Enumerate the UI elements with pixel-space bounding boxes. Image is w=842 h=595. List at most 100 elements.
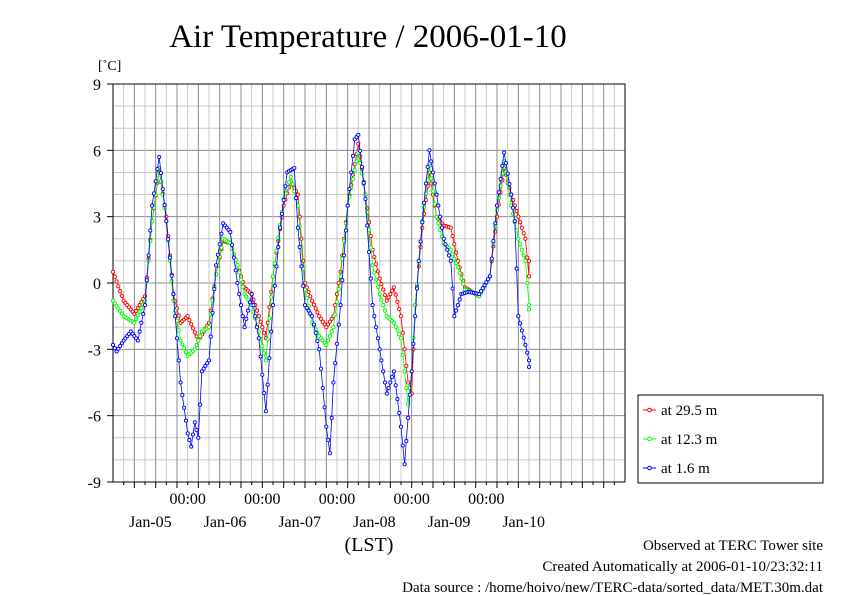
data-point bbox=[446, 253, 452, 258]
data-point bbox=[242, 325, 247, 330]
data-point bbox=[457, 297, 462, 302]
data-point bbox=[438, 214, 443, 219]
data-point bbox=[212, 287, 217, 292]
x-date-label: Jan-05 bbox=[129, 514, 172, 531]
data-point bbox=[516, 314, 521, 319]
data-point bbox=[190, 326, 196, 331]
data-point bbox=[304, 295, 309, 300]
data-point bbox=[183, 350, 188, 355]
data-point bbox=[214, 263, 219, 268]
data-point bbox=[434, 214, 439, 219]
data-point bbox=[308, 311, 313, 316]
data-point bbox=[493, 221, 498, 226]
legend-label: at 12.3 m bbox=[661, 432, 718, 448]
data-point bbox=[247, 300, 252, 305]
data-point bbox=[486, 277, 491, 282]
data-point bbox=[375, 284, 380, 289]
data-point bbox=[340, 278, 345, 283]
data-point bbox=[244, 316, 249, 321]
data-point bbox=[512, 219, 517, 224]
data-point bbox=[404, 439, 409, 444]
data-point bbox=[318, 366, 324, 371]
data-point bbox=[386, 385, 391, 391]
data-point bbox=[436, 203, 441, 208]
data-point bbox=[244, 294, 249, 299]
data-point bbox=[327, 334, 332, 339]
data-point bbox=[238, 277, 244, 282]
data-point bbox=[258, 354, 263, 359]
data-point bbox=[201, 366, 206, 371]
data-point bbox=[317, 347, 322, 352]
data-point bbox=[295, 192, 300, 197]
data-point bbox=[391, 285, 396, 290]
data-point bbox=[365, 223, 370, 228]
data-point bbox=[331, 325, 336, 330]
data-point bbox=[254, 308, 260, 313]
data-point bbox=[519, 225, 524, 230]
data-point bbox=[157, 154, 162, 160]
data-point bbox=[238, 303, 244, 308]
data-point bbox=[381, 287, 386, 292]
x-date-label: Jan-07 bbox=[278, 514, 321, 531]
data-point bbox=[256, 336, 261, 341]
data-point bbox=[180, 342, 185, 347]
data-point bbox=[196, 338, 201, 343]
data-point bbox=[523, 258, 528, 263]
data-point bbox=[454, 261, 459, 266]
data-point bbox=[310, 298, 315, 303]
data-point bbox=[333, 312, 338, 317]
legend-swatch-marker bbox=[647, 407, 652, 413]
data-point bbox=[482, 283, 487, 288]
grid-lines bbox=[113, 84, 625, 482]
data-point bbox=[187, 437, 192, 443]
y-tick-label: 0 bbox=[93, 276, 101, 293]
data-point bbox=[327, 451, 332, 456]
data-point bbox=[235, 280, 240, 286]
data-point bbox=[233, 268, 238, 273]
data-point bbox=[281, 198, 286, 203]
x-time-label: 00:00 bbox=[244, 491, 280, 508]
data-point bbox=[398, 336, 404, 341]
data-point bbox=[374, 277, 379, 282]
data-point bbox=[310, 314, 315, 319]
data-point bbox=[198, 334, 203, 339]
data-point bbox=[251, 303, 256, 308]
data-point bbox=[397, 332, 402, 337]
data-point bbox=[283, 184, 288, 189]
data-point bbox=[324, 325, 329, 330]
data-point bbox=[400, 443, 405, 448]
data-point bbox=[315, 310, 320, 315]
data-point bbox=[384, 298, 389, 303]
y-tick-label: -6 bbox=[88, 409, 101, 426]
series-line bbox=[112, 143, 530, 394]
data-point bbox=[331, 380, 336, 385]
y-tick-label: -9 bbox=[88, 475, 101, 492]
data-point bbox=[253, 314, 258, 319]
data-point bbox=[518, 242, 523, 247]
data-point bbox=[269, 329, 274, 334]
data-point bbox=[496, 190, 501, 195]
data-point bbox=[317, 314, 322, 319]
data-point bbox=[326, 338, 331, 343]
data-point bbox=[203, 363, 208, 368]
data-point bbox=[320, 385, 325, 391]
data-point bbox=[139, 320, 144, 325]
data-point bbox=[174, 336, 180, 341]
data-point bbox=[262, 330, 267, 335]
data-point bbox=[116, 346, 121, 351]
data-point bbox=[134, 317, 139, 322]
data-point bbox=[135, 338, 140, 343]
data-point bbox=[112, 346, 117, 351]
data-point bbox=[299, 264, 304, 269]
data-point bbox=[153, 179, 158, 184]
data-point bbox=[372, 314, 377, 319]
data-point bbox=[525, 280, 530, 286]
data-point bbox=[304, 305, 309, 310]
data-point bbox=[526, 358, 532, 363]
data-point bbox=[416, 258, 421, 263]
data-point bbox=[377, 347, 382, 352]
data-point bbox=[450, 252, 455, 257]
data-point bbox=[326, 322, 331, 327]
y-tick-label: 6 bbox=[93, 143, 101, 160]
data-point bbox=[141, 311, 146, 317]
